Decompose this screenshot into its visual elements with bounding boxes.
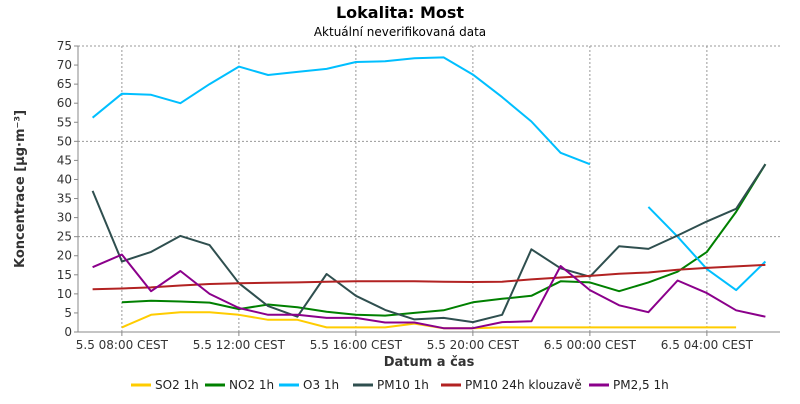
series-5 — [92, 253, 766, 330]
legend-item-0: SO2 1h — [131, 378, 199, 392]
legend-label-0: SO2 1h — [155, 378, 199, 392]
y-tick-label-8: 40 — [57, 172, 72, 186]
legend-item-2: O3 1h — [279, 378, 339, 392]
series-line-3-0 — [91, 163, 767, 324]
series-1 — [121, 163, 767, 317]
y-tick-label-1: 5 — [64, 306, 72, 320]
legend: SO2 1h NO2 1h O3 1h PM10 1h PM10 24h klouzav… — [131, 378, 669, 392]
y-tick-label-11: 55 — [57, 115, 72, 129]
x-axis-label: Datum a čas — [384, 355, 475, 370]
y-tick-label-7: 35 — [57, 192, 72, 206]
x-tick-label-1: 5.5 12:00 CEST — [193, 338, 286, 352]
y-tick-label-13: 65 — [57, 77, 72, 91]
axes: 0 5 10 15 20 25 30 35 40 45 50 55 60 65 70 75 5.5 08:00 … — [57, 39, 780, 352]
y-tick-label-0: 0 — [64, 325, 72, 339]
x-tick-label-0: 5.5 08:00 CEST — [76, 338, 169, 352]
y-tick-label-4: 20 — [57, 249, 72, 263]
legend-item-3: PM10 1h — [353, 378, 429, 392]
y-tick-label-3: 15 — [57, 268, 72, 282]
y-tick-label-15: 75 — [57, 39, 72, 53]
series-2 — [91, 56, 767, 292]
y-axis-label: Koncentrace [µg·m⁻³] — [13, 110, 28, 268]
series-line-1-0 — [121, 163, 767, 317]
series-3 — [91, 163, 767, 324]
series-4 — [92, 263, 766, 291]
series-line-4-0 — [92, 263, 766, 291]
chart-subtitle: Aktuální neverifikovaná data — [314, 25, 486, 39]
legend-label-4: PM10 24h klouzavě — [465, 378, 582, 392]
x-tick-label-2: 5.5 16:00 CEST — [310, 338, 403, 352]
series-line-5-0 — [92, 253, 766, 330]
x-tick-label-5: 6.5 04:00 CEST — [661, 338, 754, 352]
x-tick-label-3: 5.5 20:00 CEST — [427, 338, 520, 352]
y-tick-label-6: 30 — [57, 211, 72, 225]
y-tick-label-9: 45 — [57, 153, 72, 167]
chart-title: Lokalita: Most — [336, 3, 464, 22]
series-layer — [91, 56, 767, 330]
legend-label-2: O3 1h — [303, 378, 339, 392]
legend-label-5: PM2,5 1h — [613, 378, 669, 392]
legend-label-3: PM10 1h — [377, 378, 429, 392]
x-tick-label-4: 6.5 00:00 CEST — [544, 338, 637, 352]
legend-item-5: PM2,5 1h — [589, 378, 669, 392]
series-line-2-0 — [91, 56, 591, 166]
legend-label-1: NO2 1h — [229, 378, 274, 392]
plot-area — [78, 46, 780, 332]
y-tick-label-14: 70 — [57, 58, 72, 72]
legend-item-1: NO2 1h — [205, 378, 274, 392]
y-tick-label-2: 10 — [57, 287, 72, 301]
grid — [78, 45, 780, 332]
y-tick-label-10: 50 — [57, 134, 72, 148]
y-tick-label-5: 25 — [57, 230, 72, 244]
legend-item-4: PM10 24h klouzavě — [441, 378, 582, 392]
series-line-2-1 — [647, 206, 767, 292]
y-tick-label-12: 60 — [57, 96, 72, 110]
